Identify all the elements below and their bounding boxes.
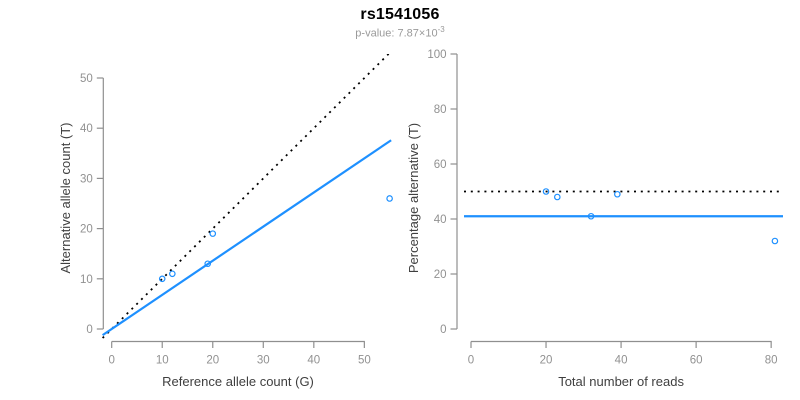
y-tick-label: 40 bbox=[434, 214, 447, 226]
data-point bbox=[614, 190, 621, 198]
y-tick-label: 10 bbox=[80, 274, 93, 286]
x-tick-label: 0 bbox=[108, 355, 114, 367]
data-point bbox=[771, 237, 779, 245]
y-tick-label: 100 bbox=[427, 49, 446, 61]
x-tick-label: 50 bbox=[358, 355, 371, 367]
x-tick-label: 20 bbox=[206, 355, 219, 367]
expected-50pct-line bbox=[101, 54, 390, 339]
data-point bbox=[204, 260, 212, 268]
y-axis-title: Alternative allele count (T) bbox=[58, 122, 73, 273]
line-layer bbox=[101, 54, 392, 339]
y-tick-label: 40 bbox=[80, 123, 93, 135]
x-axis-title: Total number of reads bbox=[558, 374, 684, 389]
data-point bbox=[169, 270, 176, 278]
y-tick-label: 60 bbox=[434, 159, 447, 171]
pvalue-subtitle: p-value: 7.87×10-3 bbox=[0, 25, 800, 40]
data-point bbox=[158, 275, 166, 283]
data-point bbox=[587, 212, 595, 220]
page-title: rs1541056 bbox=[360, 6, 440, 23]
x-tick-label: 30 bbox=[257, 355, 270, 367]
line-layer bbox=[464, 190, 783, 218]
y-tick-label: 0 bbox=[86, 324, 92, 336]
data-point bbox=[542, 188, 550, 195]
figure-header: rs1541056 p-value: 7.87×10-3 bbox=[0, 0, 800, 40]
x-tick-label: 60 bbox=[690, 355, 703, 367]
x-tick-label: 0 bbox=[468, 355, 474, 367]
x-tick-label: 20 bbox=[540, 355, 553, 367]
x-tick-label: 80 bbox=[765, 355, 778, 367]
y-axis-title: Percentage alternative (T) bbox=[406, 123, 421, 273]
x-tick-label: 40 bbox=[307, 355, 320, 367]
x-tick-label: 10 bbox=[156, 355, 169, 367]
x-axis-title: Reference allele count (G) bbox=[162, 374, 314, 389]
pvalue-text: p-value: 7.87×10 bbox=[355, 27, 438, 40]
data-point bbox=[553, 193, 561, 201]
data-point bbox=[209, 230, 217, 237]
y-tick-label: 50 bbox=[80, 73, 93, 85]
allele-counts-panel: 0 10 20 30 40 50 Reference allele count (G) 0 10… bbox=[58, 54, 393, 389]
y-tick-label: 80 bbox=[434, 104, 447, 116]
y-tick-label: 20 bbox=[434, 269, 447, 281]
y-tick-label: 20 bbox=[80, 224, 93, 236]
y-tick-label: 0 bbox=[440, 324, 446, 336]
data-point bbox=[386, 195, 393, 202]
fitted-ratio-line bbox=[101, 139, 392, 337]
x-tick-label: 40 bbox=[615, 355, 628, 367]
percentage-vs-reads-panel: 0 20 40 60 80 Total number of reads 0 20 40 60 80 1… bbox=[406, 49, 783, 389]
y-tick-label: 30 bbox=[80, 173, 93, 185]
pvalue-exponent: -3 bbox=[437, 25, 445, 34]
